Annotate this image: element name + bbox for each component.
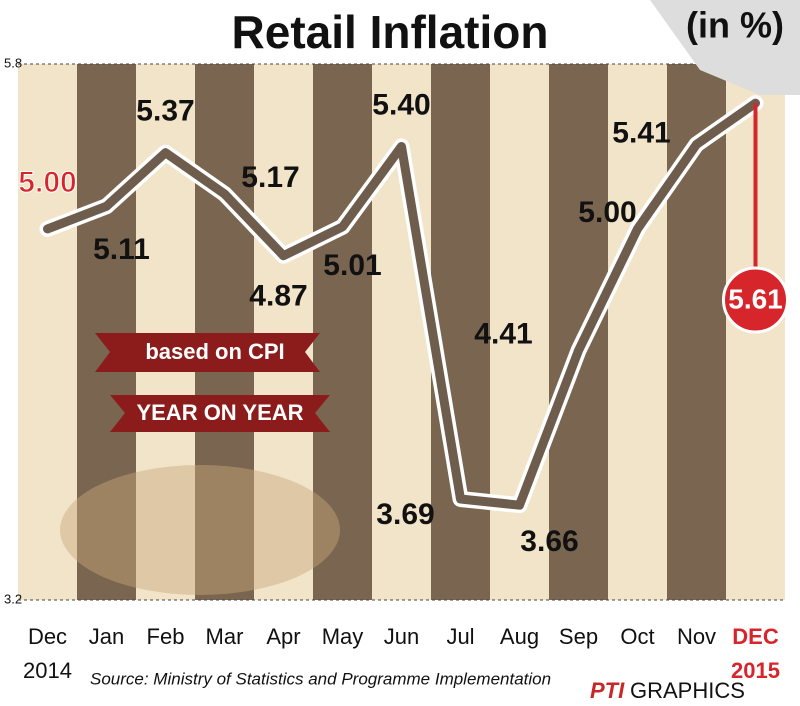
value-label: 4.41: [474, 317, 532, 350]
x-tick-label: Oct: [620, 624, 654, 649]
x-tick-label: Mar: [206, 624, 244, 649]
value-label: 5.40: [372, 88, 430, 121]
value-label: 5.61: [728, 283, 783, 314]
column-stripe: [313, 64, 372, 600]
value-label: 5.37: [136, 95, 194, 128]
column-stripe: [254, 64, 313, 600]
line: [43, 98, 760, 510]
column-stripe: [549, 64, 608, 600]
column-stripe: [608, 64, 667, 600]
credit: GRAPHICS: [630, 678, 745, 703]
basket-image: [60, 465, 340, 595]
x-tick-label: Apr: [266, 624, 300, 649]
background: [18, 64, 785, 600]
grid: 3.2 5.8: [4, 55, 785, 606]
x-tick-label: Feb: [147, 624, 185, 649]
x-tick-label: May: [322, 624, 364, 649]
value-label: 5.17: [241, 161, 299, 194]
highlight-badge: [722, 266, 789, 334]
column-stripe: [77, 64, 136, 600]
value-label: 5.00: [578, 196, 636, 229]
plot: 5.00 5.11 5.37 5.17 4.87 5.01 5.40 3.69 3.66 4.41…: [18, 88, 789, 558]
value-label: 3.66: [520, 525, 578, 558]
column-stripe: [18, 64, 77, 600]
source: Source: Ministry of Statistics and Progr…: [90, 669, 551, 688]
value-label: 4.87: [249, 280, 307, 313]
banner: [95, 333, 320, 372]
x-tick-label: Nov: [677, 624, 716, 649]
x-tick-label: Dec: [28, 624, 67, 649]
banner: [110, 395, 330, 432]
x-tick-label: Sep: [559, 624, 598, 649]
y-tick-label: 5.8: [4, 55, 22, 70]
subtitle: (in %): [686, 5, 784, 46]
chart-title: Retail Inflation: [232, 6, 549, 58]
x-tick-label: DEC: [732, 624, 779, 649]
x-tick-label: Jul: [446, 624, 474, 649]
annotation: YEAR ON YEAR: [136, 400, 303, 425]
x-tick-label: Jan: [89, 624, 124, 649]
y-tick-label: 3.2: [4, 591, 22, 606]
x-year-label: 2015: [731, 658, 780, 683]
value-label: 5.11: [93, 233, 150, 266]
value-label: 3.69: [376, 498, 434, 531]
value-label: 5.41: [612, 116, 670, 149]
x-year-label: 2014: [23, 658, 72, 683]
x-tick-label: Aug: [500, 624, 539, 649]
value-label: 5.00: [18, 166, 76, 199]
column-stripe: [431, 64, 490, 600]
value-label: 5.01: [323, 249, 381, 282]
credit: PTI: [590, 678, 625, 703]
x-tick-label: Jun: [384, 624, 419, 649]
page-curl: [650, 0, 800, 95]
annotation: based on CPI: [145, 339, 284, 364]
column-stripe: [195, 64, 254, 600]
